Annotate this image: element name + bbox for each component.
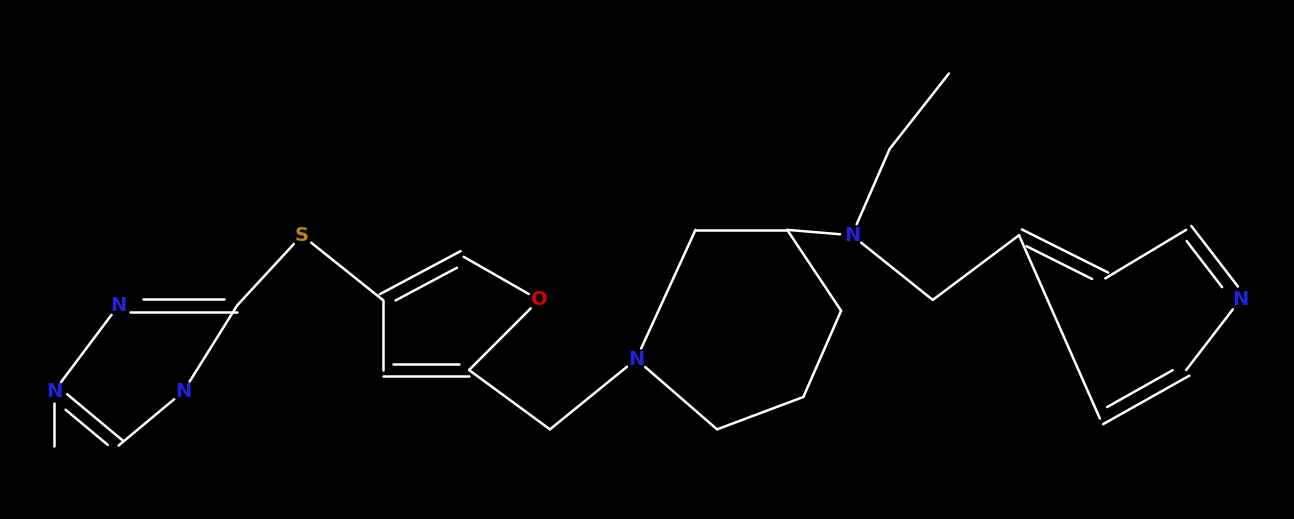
- Text: N: N: [110, 296, 127, 315]
- Text: N: N: [1232, 291, 1249, 309]
- Text: N: N: [844, 226, 861, 245]
- Text: N: N: [628, 350, 644, 368]
- Text: O: O: [531, 291, 547, 309]
- Text: N: N: [175, 382, 192, 401]
- Text: S: S: [295, 226, 309, 245]
- Text: N: N: [45, 382, 62, 401]
